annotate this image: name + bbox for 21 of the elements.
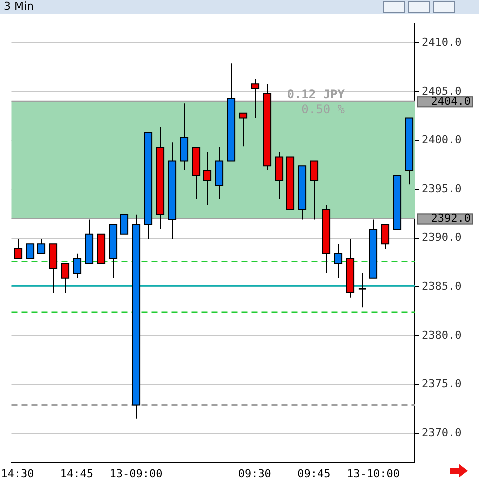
x-tick-label: 09:30 <box>238 467 272 480</box>
x-tick-label: 13-09:00 <box>110 467 163 480</box>
x-tick-label: 09:45 <box>298 467 331 480</box>
y-tick-label: 2400.0 <box>422 134 462 147</box>
y-tick-label: 2405.0 <box>422 84 462 98</box>
x-tick-label: 14:30 <box>1 467 34 480</box>
y-tick-label: 2395.0 <box>422 182 462 196</box>
x-tick-label: 13-10:00 <box>346 467 400 480</box>
y-tick-label: 2385.0 <box>422 280 462 293</box>
y-tick-label: 2380.0 <box>422 328 462 342</box>
y-tick-label: 2375.0 <box>422 378 462 391</box>
candlestick <box>358 272 367 308</box>
y-tick-label: 2370.0 <box>422 426 462 440</box>
y-tick-label: 2410.0 <box>422 36 462 49</box>
chart-title: 3 Min <box>4 0 34 14</box>
ref-line-label: 2404.0 <box>431 95 471 108</box>
y-tick-label: 2390.0 <box>422 231 462 244</box>
annotation: 0.50 % <box>302 102 346 117</box>
ref-line-label: 2392.0 <box>431 212 471 226</box>
annotation: 0.12 JPY <box>287 88 346 102</box>
x-tick-label: 14:45 <box>60 467 94 480</box>
